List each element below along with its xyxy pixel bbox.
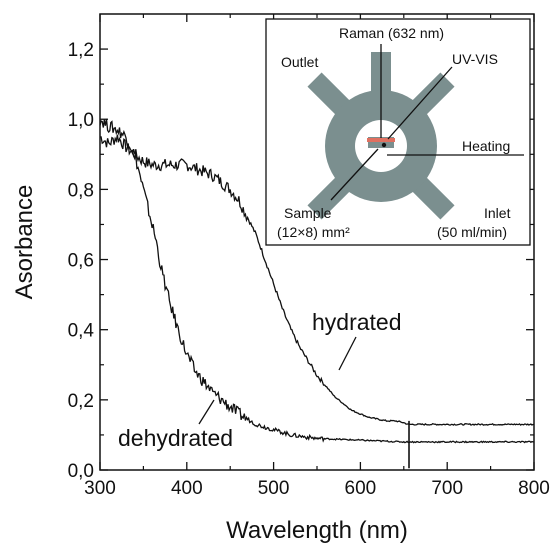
inset-label-heating: Heating xyxy=(462,138,510,154)
pointer-hydrated xyxy=(338,336,357,371)
y-tick-label: 0,6 xyxy=(68,251,94,272)
x-tick-label: 700 xyxy=(431,478,463,499)
sample-pointer xyxy=(330,148,379,201)
inset-label-inlet: Inlet xyxy=(484,205,511,221)
uvvis-beam xyxy=(387,66,453,140)
y-tick-label: 1,0 xyxy=(68,110,94,131)
x-tick-label: 300 xyxy=(84,478,116,499)
inset-label-raman: Raman (632 nm) xyxy=(339,25,444,41)
y-tick-label: 0,0 xyxy=(68,461,94,482)
sample-bar xyxy=(367,138,395,142)
beam-spot xyxy=(381,142,387,148)
x-tick-label: 600 xyxy=(345,478,377,499)
label-dehydrated: dehydrated xyxy=(118,425,233,451)
pointer-dehydrated xyxy=(198,399,215,425)
inset-label-outlet: Outlet xyxy=(281,54,318,70)
series-line-hydrated xyxy=(100,134,535,426)
sample-holder xyxy=(368,137,394,148)
x-tick-label: 500 xyxy=(258,478,290,499)
y-axis-title: Asorbance xyxy=(11,185,38,300)
y-tick-label: 0,4 xyxy=(68,321,95,342)
tick-labels: 300 400 500 600 700 800 0,0 0,2 0,4 0,6 0,8 1,0 1,2 xyxy=(68,40,550,499)
inset-label-uvvis: UV-VIS xyxy=(452,51,498,67)
x-axis-title: Wavelength (nm) xyxy=(226,517,408,544)
label-hydrated: hydrated xyxy=(312,309,402,335)
inset-label-sample: Sample xyxy=(284,205,332,221)
x-tick-label: 400 xyxy=(171,478,203,499)
inset-label-flow: (50 ml/min) xyxy=(437,224,507,240)
y-tick-label: 0,2 xyxy=(68,391,94,412)
x-tick-label: 800 xyxy=(518,478,550,499)
series-line-dehydrated xyxy=(99,118,534,444)
y-tick-label: 0,8 xyxy=(68,180,94,201)
series-lines xyxy=(99,118,535,469)
inset-diagram: Raman (632 nm) Outlet UV-VIS Heating Sam… xyxy=(265,18,531,246)
y-tick-label: 1,2 xyxy=(68,40,94,61)
inset-label-sample-size: (12×8) mm² xyxy=(277,224,350,240)
